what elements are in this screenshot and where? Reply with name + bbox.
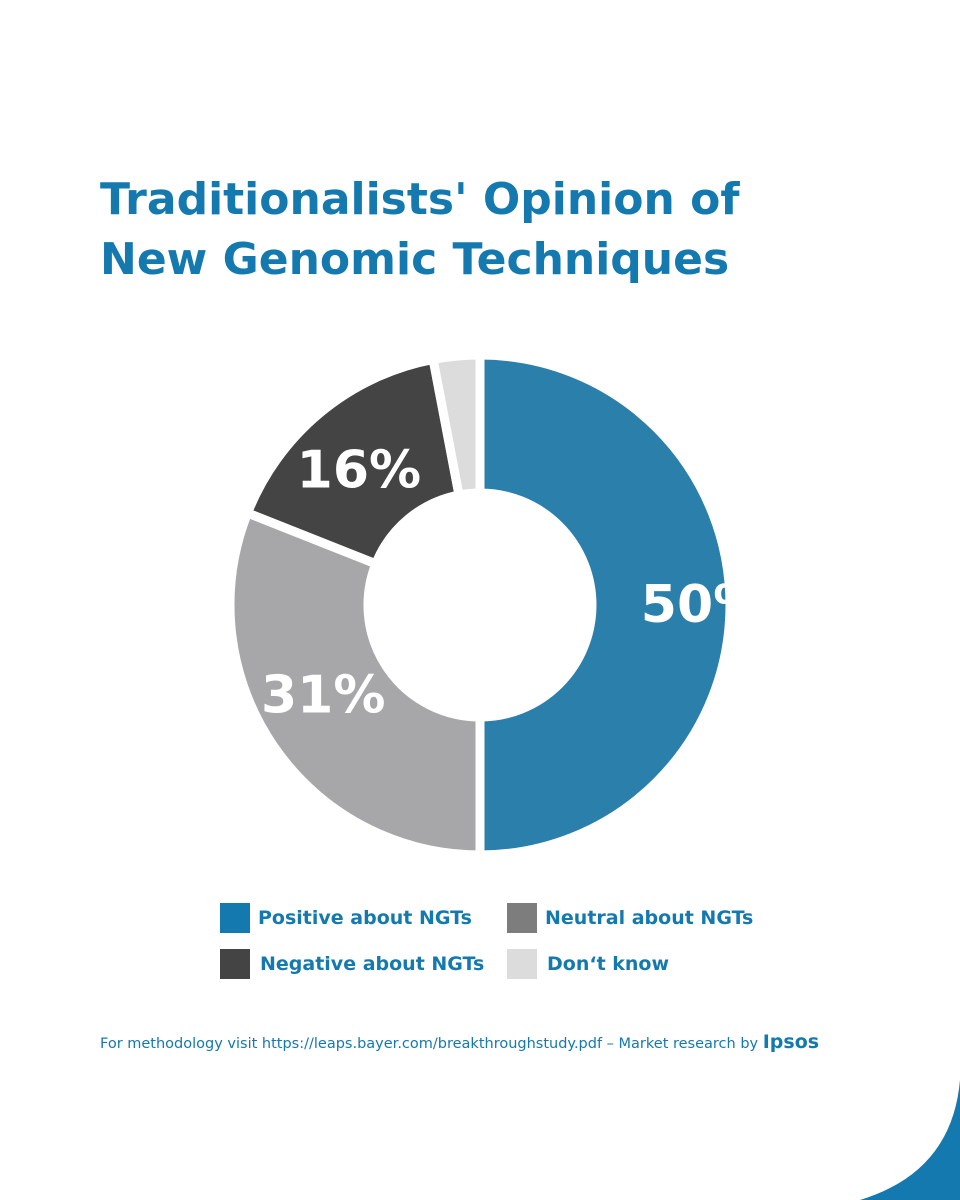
legend-label-neutral: Neutral about NGTs	[545, 907, 754, 929]
slice-positive	[475, 350, 735, 860]
slice-neutral	[225, 507, 485, 860]
chart-title-line-1: Traditionalists' Opinion of	[100, 174, 740, 225]
corner-decoration	[860, 1080, 960, 1200]
legend-label-dont-know: Don‘t know	[547, 953, 670, 975]
legend-label-negative: Negative about NGTs	[260, 953, 485, 975]
methodology-footer: For methodology visit https://leaps.baye…	[100, 1031, 920, 1053]
legend-swatch-positive	[220, 903, 250, 933]
ipsos-brand: Ipsos	[762, 1031, 820, 1053]
chart-title-line-2: New Genomic Techniques	[100, 234, 730, 285]
legend-item-negative: Negative about NGTs	[220, 948, 484, 980]
slice-label-neutral: 31%	[261, 666, 385, 726]
legend-item-neutral: Neutral about NGTs	[507, 902, 753, 934]
legend-item-positive: Positive about NGTs	[220, 902, 472, 934]
donut-chart: 50% 31% 16%	[225, 350, 740, 860]
slice-label-positive: 50%	[641, 575, 740, 635]
legend-label-positive: Positive about NGTs	[258, 907, 472, 929]
legend-item-dont-know: Don‘t know	[507, 948, 669, 980]
slice-dont-know	[427, 350, 485, 501]
legend-swatch-negative	[220, 949, 250, 979]
slice-label-negative: 16%	[297, 440, 421, 500]
legend-swatch-dont-know	[507, 949, 537, 979]
footer-text: For methodology visit https://leaps.baye…	[100, 1036, 763, 1052]
legend-swatch-neutral	[507, 903, 537, 933]
donut-hole	[372, 497, 588, 713]
chart-title: Traditionalists' Opinion of New Genomic …	[100, 170, 860, 290]
slice-negative	[241, 354, 465, 570]
chart-legend: Positive about NGTs Neutral about NGTs N…	[220, 898, 780, 988]
